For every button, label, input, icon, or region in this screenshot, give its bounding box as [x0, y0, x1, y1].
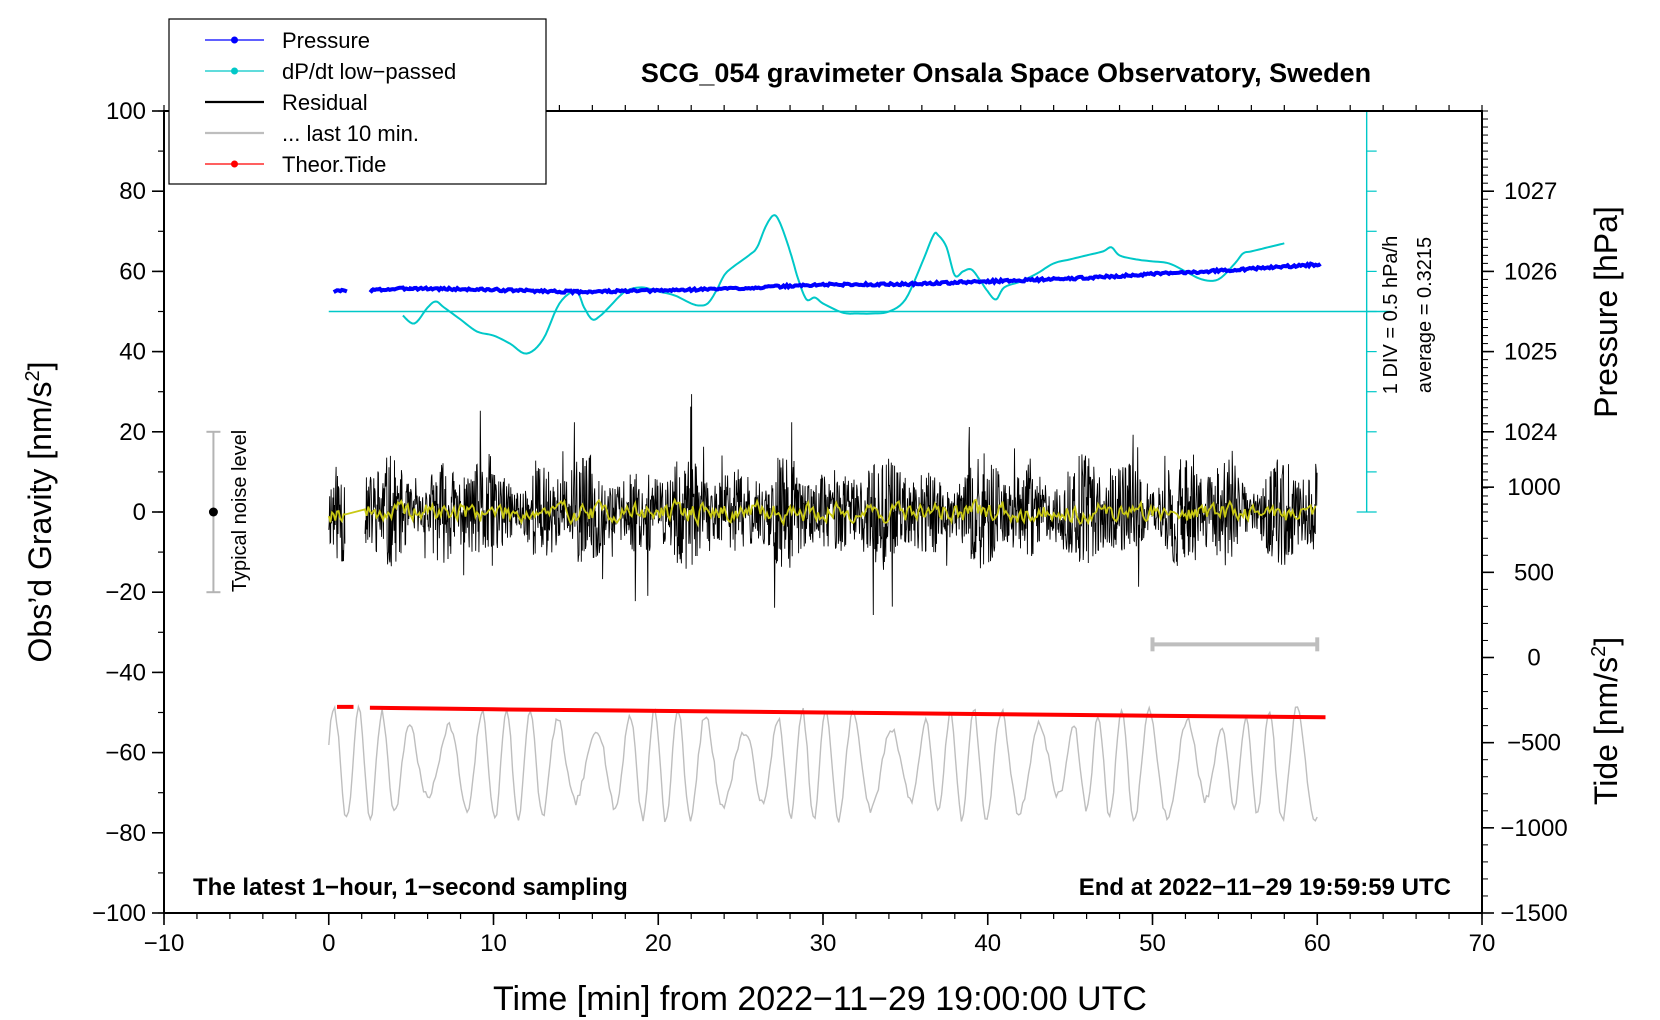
y-tick-label: 40 [119, 339, 146, 366]
tide-tick-label: 0 [1527, 645, 1540, 672]
noise-bar-center-dot [208, 507, 218, 517]
x-tick-label: 40 [974, 930, 1001, 957]
legend-label: Theor.Tide [282, 152, 386, 177]
pressure-tick-label: 1026 [1504, 258, 1557, 285]
y-tick-label: 20 [119, 419, 146, 446]
y-axis-label-tide-sup: 2 [1588, 646, 1610, 657]
legend-swatch-marker [231, 67, 238, 75]
noise-level-label: Typical noise level [229, 430, 251, 592]
div-scale-label: 1 DIV = 0.5 hPa/h [1380, 236, 1402, 394]
annotation-layer: SCG_054 gravimeter Onsala Space Observat… [22, 58, 1624, 1018]
residual-smoothed-line [327, 497, 1317, 528]
legend-swatch-marker [231, 36, 238, 44]
x-axis-label: Time [min] from 2022−11−29 19:00:00 UTC [493, 980, 1147, 1018]
y-axis-label-tide: Tide [nm/s2] [1588, 637, 1624, 805]
x-tick-label: 0 [322, 930, 335, 957]
legend-label: dP/dt low−passed [282, 59, 456, 84]
pressure-series-line [368, 261, 1322, 297]
tide-tick-label: 500 [1514, 559, 1554, 586]
y-axis-label-tide-end: ] [1588, 637, 1624, 646]
legend-label: Pressure [282, 28, 370, 53]
tide-tick-label: 1000 [1507, 474, 1560, 501]
y-tick-label: −80 [105, 820, 146, 847]
y-axis-label-left-end: ] [22, 362, 58, 371]
y-tick-label: 100 [106, 98, 146, 125]
y-axis-label-left: Obs’d Gravity [nm/s2] [22, 362, 58, 663]
average-label: average = 0.3215 [1414, 237, 1436, 393]
y-axis-label-left-sup: 2 [22, 370, 44, 381]
axis-ticks-layer: −10 0 10 20 30 40 50 60 70−100−80−60−40−20020406… [92, 98, 1568, 957]
x-tick-label: −10 [144, 930, 185, 957]
tide-series-line [369, 705, 1326, 720]
legend-label: ... last 10 min. [282, 121, 419, 146]
pressure-series-line [332, 287, 348, 294]
x-tick-label: 30 [810, 930, 837, 957]
y-axis-label-tide-main: Tide [nm/s [1588, 657, 1624, 805]
pressure-tick-label: 1025 [1504, 339, 1557, 366]
y-tick-label: −60 [105, 740, 146, 767]
end-time-note: End at 2022−11−29 19:59:59 UTC [1079, 874, 1451, 901]
pressure-tick-label: 1024 [1504, 419, 1557, 446]
y-tick-label: −20 [105, 579, 146, 606]
y-axis-label-pressure: Pressure [hPa] [1588, 206, 1624, 418]
tide-tick-label: −1000 [1500, 815, 1567, 842]
series-layer [206, 110, 1392, 823]
y-tick-label: 80 [119, 178, 146, 205]
legend-swatch-marker [231, 160, 238, 168]
x-tick-label: 50 [1139, 930, 1166, 957]
pressure-tick-label: 1027 [1504, 178, 1557, 205]
x-tick-label: 60 [1304, 930, 1331, 957]
y-tick-label: 0 [133, 499, 146, 526]
y-tick-label: 60 [119, 258, 146, 285]
tide-tick-label: −1500 [1500, 900, 1567, 927]
legend-label: Residual [282, 90, 368, 115]
legend: Pressure dP/dt low−passed Residual ... last… [168, 18, 547, 185]
x-tick-label: 70 [1469, 930, 1496, 957]
y-axis-label-left-main: Obs’d Gravity [nm/s [22, 382, 58, 663]
chart-title: SCG_054 gravimeter Onsala Space Observat… [641, 58, 1371, 88]
y-tick-label: −100 [92, 900, 146, 927]
y-tick-label: −40 [105, 659, 146, 686]
sampling-note: The latest 1−hour, 1−second sampling [193, 874, 628, 901]
tide-tick-label: −500 [1507, 730, 1561, 757]
x-tick-label: 20 [645, 930, 672, 957]
last10-series-line [328, 703, 1318, 823]
x-tick-label: 10 [480, 930, 507, 957]
